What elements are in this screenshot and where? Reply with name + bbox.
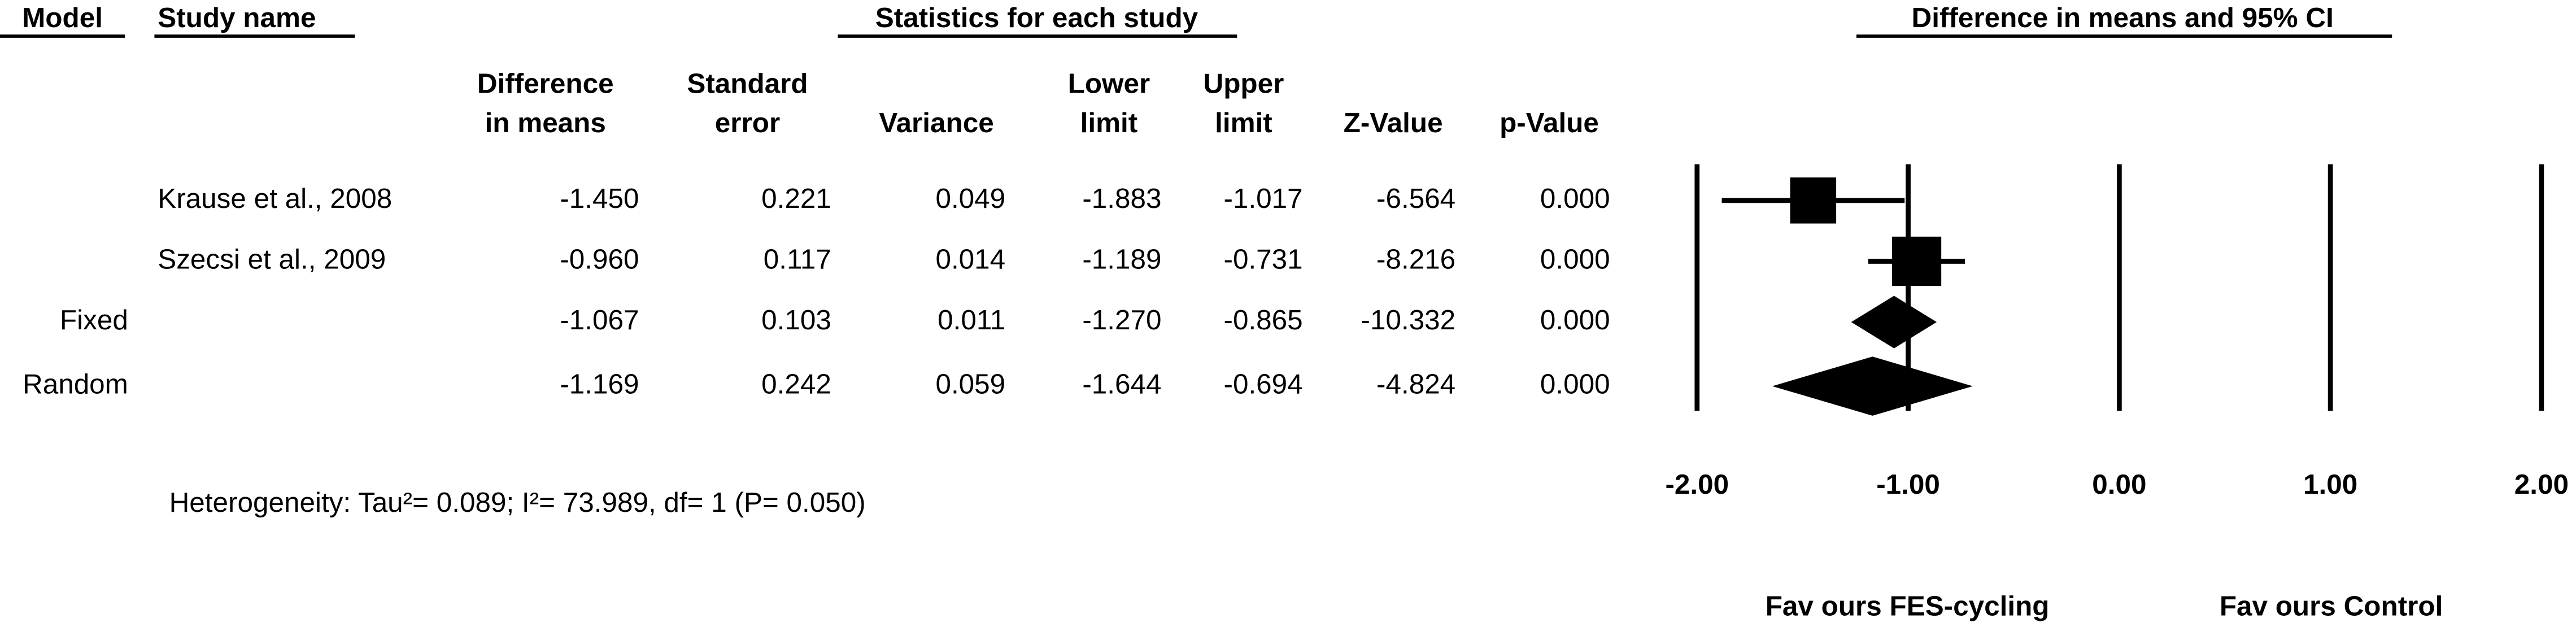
table-value: -4.824 (1376, 369, 1455, 400)
table-value: -0.694 (1223, 369, 1302, 400)
favours-left: Fav ours FES-cycling (1766, 590, 2050, 621)
table-value: 0.059 (935, 369, 1005, 400)
table-value: 0.000 (1540, 183, 1610, 214)
table-value: -1.067 (560, 304, 639, 336)
stats-header: Statistics for each study (875, 2, 1198, 33)
column-header: Difference (477, 68, 614, 99)
summary-diamond (1851, 295, 1937, 349)
table-value: 0.242 (761, 369, 831, 400)
table-value: -1.270 (1082, 304, 1161, 336)
table-value: 0.000 (1540, 304, 1610, 336)
table-value: -1.644 (1082, 369, 1161, 400)
table-value: 0.000 (1540, 244, 1610, 275)
plot-header: Difference in means and 95% CI (1912, 2, 2334, 33)
table-value: -10.332 (1361, 304, 1456, 336)
table-value: -1.017 (1223, 183, 1302, 214)
table-value: 0.014 (935, 244, 1005, 275)
table-value: 0.221 (761, 183, 831, 214)
column-header: Variance (879, 107, 993, 138)
table-value: -1.450 (560, 183, 639, 214)
column-header: Standard (687, 68, 808, 99)
model-header: Model (22, 2, 103, 33)
table-value: 0.011 (938, 304, 1005, 336)
column-header: Lower (1068, 68, 1150, 99)
summary-diamond (1772, 356, 1973, 416)
study-name: Szecsi et al., 2009 (158, 244, 386, 275)
column-header: Z-Value (1344, 107, 1443, 138)
x-tick-label: -1.00 (1876, 469, 1940, 500)
table-value: -1.189 (1082, 244, 1161, 275)
heterogeneity: Heterogeneity: Tau²= 0.089; I²= 73.989, … (169, 487, 866, 518)
x-tick-label: 1.00 (2303, 469, 2357, 500)
table-value: -0.865 (1223, 304, 1302, 336)
column-header: error (715, 107, 780, 138)
model-label: Fixed (60, 304, 128, 336)
study-header: Study name (158, 2, 316, 33)
table-value: -0.731 (1223, 244, 1302, 275)
table-value: 0.000 (1540, 369, 1610, 400)
effect-square (1891, 236, 1942, 286)
table-value: -1.883 (1082, 183, 1161, 214)
column-header: in means (485, 107, 606, 138)
favours-right: Fav ours Control (2220, 590, 2443, 621)
column-header: p-Value (1500, 107, 1599, 138)
table-value: -6.564 (1376, 183, 1455, 214)
table-value: 0.103 (761, 304, 831, 336)
table-value: 0.049 (935, 183, 1005, 214)
x-tick-label: -2.00 (1665, 469, 1729, 500)
study-name: Krause et al., 2008 (158, 183, 392, 214)
model-label: Random (23, 369, 128, 400)
table-value: -1.169 (560, 369, 639, 400)
table-value: -8.216 (1376, 244, 1455, 275)
column-header: Upper (1204, 68, 1284, 99)
x-tick-label: 0.00 (2092, 469, 2146, 500)
column-header: limit (1080, 107, 1138, 138)
x-tick-label: 2.00 (2514, 469, 2569, 500)
table-value: 0.117 (764, 244, 831, 275)
column-header: limit (1215, 107, 1272, 138)
table-value: -0.960 (560, 244, 639, 275)
effect-square (1790, 177, 1837, 224)
